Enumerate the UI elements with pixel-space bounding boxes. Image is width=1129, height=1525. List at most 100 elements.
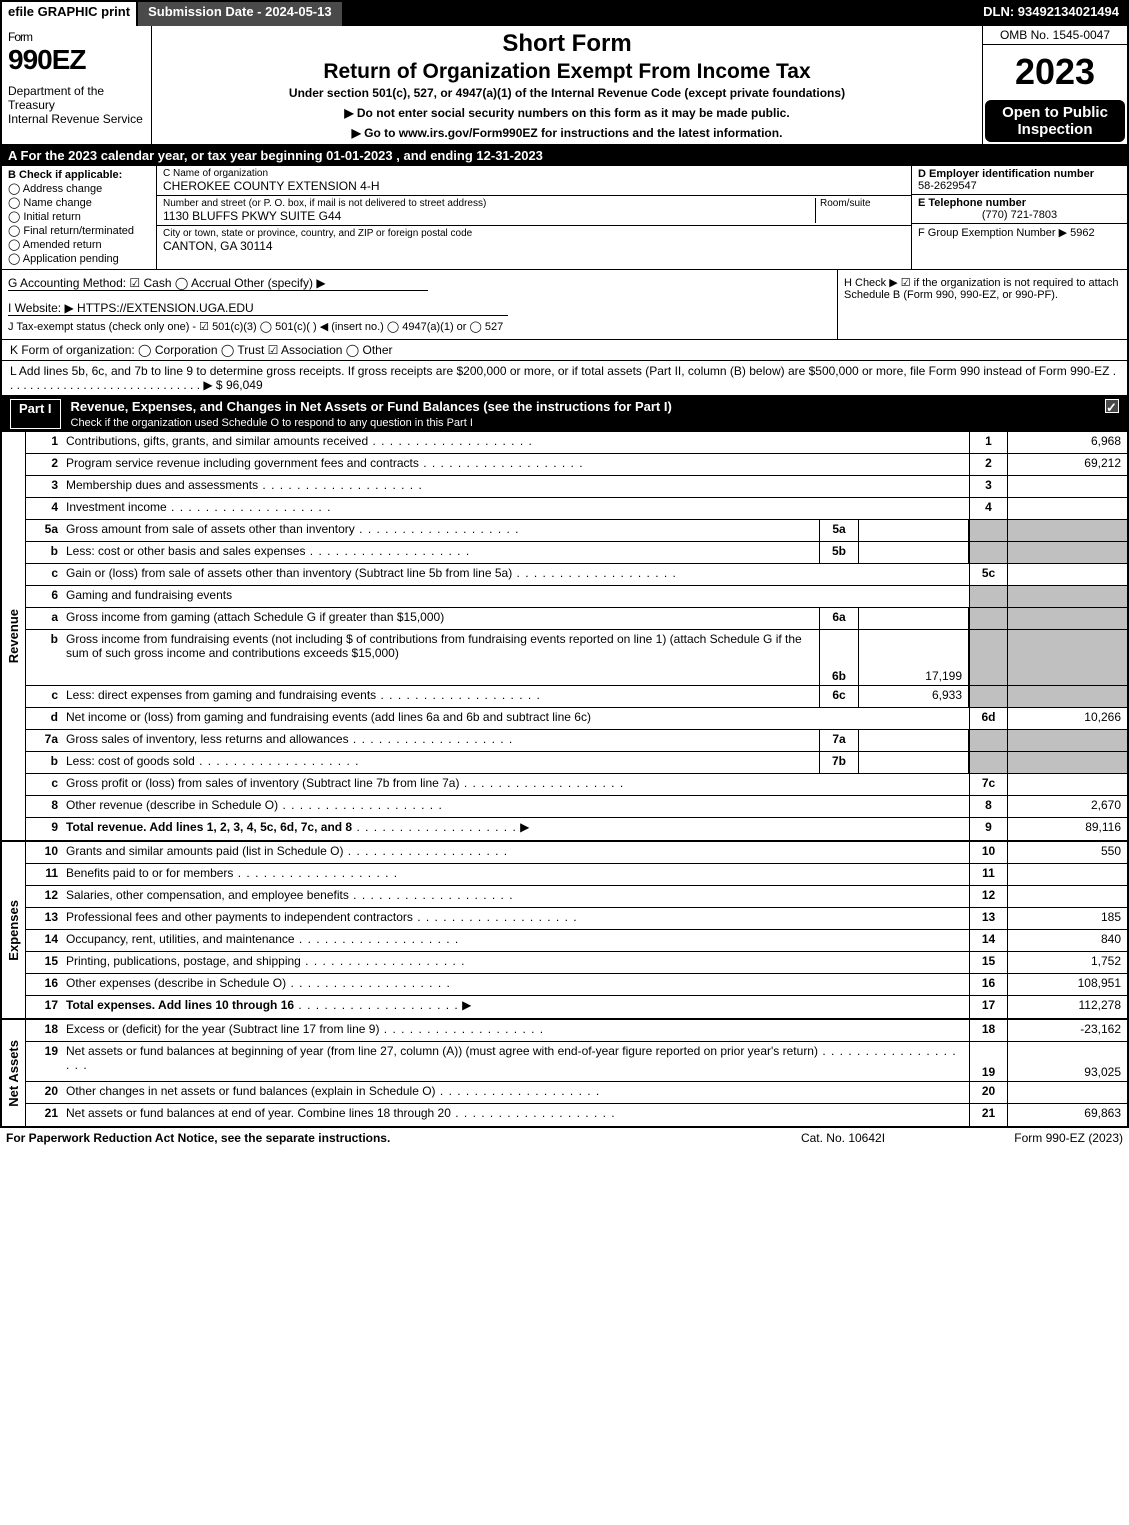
city-row: City or town, state or province, country… [157,226,911,255]
line-12: 12Salaries, other compensation, and empl… [26,886,1127,908]
col-def: D Employer identification number 58-2629… [912,166,1127,269]
line-15: 15Printing, publications, postage, and s… [26,952,1127,974]
row-k-org-form: K Form of organization: ◯ Corporation ◯ … [2,340,1127,361]
line-14: 14Occupancy, rent, utilities, and mainte… [26,930,1127,952]
line-6b-value: 17,199 [859,630,969,685]
section-bcdef: B Check if applicable: ◯ Address change … [2,166,1127,270]
line-16: 16Other expenses (describe in Schedule O… [26,974,1127,996]
header-left: Form 990EZ Department of the Treasury In… [2,26,152,144]
line-11: 11Benefits paid to or for members11 [26,864,1127,886]
g-accounting: G Accounting Method: ☑ Cash ◯ Accrual Ot… [2,270,837,339]
line-17: 17Total expenses. Add lines 10 through 1… [26,996,1127,1018]
line-13-value: 185 [1007,908,1127,929]
row-j-tax-status: J Tax-exempt status (check only one) - ☑… [8,320,831,333]
ein-row: D Employer identification number 58-2629… [912,166,1127,195]
line-17-value: 112,278 [1007,996,1127,1018]
line-5a: 5aGross amount from sale of assets other… [26,520,1127,542]
line-10-value: 550 [1007,842,1127,863]
chk-initial-return[interactable]: ◯ Initial return [8,210,150,223]
line-1-value: 6,968 [1007,432,1127,453]
dept-irs: Internal Revenue Service [8,112,145,126]
expenses-vlabel: Expenses [6,900,21,961]
line-20-value [1007,1082,1127,1103]
header-right: OMB No. 1545-0047 2023 Open to Public In… [982,26,1127,144]
line-7b: bLess: cost of goods sold7b [26,752,1127,774]
chk-final-return[interactable]: ◯ Final return/terminated [8,224,150,237]
line-18: 18Excess or (deficit) for the year (Subt… [26,1020,1127,1042]
line-6: 6Gaming and fundraising events [26,586,1127,608]
line-20: 20Other changes in net assets or fund ba… [26,1082,1127,1104]
netassets-section: Net Assets 18Excess or (deficit) for the… [2,1020,1127,1126]
row-l-gross-receipts: L Add lines 5b, 6c, and 7b to line 9 to … [2,361,1127,396]
footer-cat-no: Cat. No. 10642I [743,1131,943,1145]
line-6c: cLess: direct expenses from gaming and f… [26,686,1127,708]
ein-value: 58-2629547 [918,180,977,192]
part1-header: Part I Revenue, Expenses, and Changes in… [2,396,1127,432]
footer: For Paperwork Reduction Act Notice, see … [0,1128,1129,1148]
form-number: Form 990EZ [8,30,145,76]
chk-amended[interactable]: ◯ Amended return [8,238,150,251]
line-4: 4Investment income4 [26,498,1127,520]
efile-link[interactable]: efile GRAPHIC print [2,2,138,26]
chk-name-change[interactable]: ◯ Name change [8,196,150,209]
row-i-website: I Website: ▶ HTTPS://EXTENSION.UGA.EDU [8,301,831,316]
dln: DLN: 93492134021494 [975,2,1127,26]
top-bar: efile GRAPHIC print Submission Date - 20… [2,2,1127,26]
line-2-value: 69,212 [1007,454,1127,475]
footer-form-ref: Form 990-EZ (2023) [943,1131,1123,1145]
line-21: 21Net assets or fund balances at end of … [26,1104,1127,1126]
chk-address-change[interactable]: ◯ Address change [8,182,150,195]
tax-year: 2023 [983,45,1127,98]
line-13: 13Professional fees and other payments t… [26,908,1127,930]
line-12-value [1007,886,1127,907]
phone-row: E Telephone number (770) 721-7803 [912,195,1127,224]
line-1: 1Contributions, gifts, grants, and simil… [26,432,1127,454]
part1-label: Part I [10,399,61,429]
line-10: 10Grants and similar amounts paid (list … [26,842,1127,864]
street-row: Number and street (or P. O. box, if mail… [157,196,911,226]
omb-number: OMB No. 1545-0047 [983,26,1127,45]
revenue-section: Revenue 1Contributions, gifts, grants, a… [2,432,1127,842]
line-6c-value: 6,933 [859,686,969,707]
submission-date: Submission Date - 2024-05-13 [138,2,344,26]
line-19: 19Net assets or fund balances at beginni… [26,1042,1127,1082]
phone-value: (770) 721-7803 [918,209,1121,221]
footer-left: For Paperwork Reduction Act Notice, see … [6,1131,743,1145]
line-6d-value: 10,266 [1007,708,1127,729]
line-14-value: 840 [1007,930,1127,951]
col-c-org-info: C Name of organization CHEROKEE COUNTY E… [157,166,912,269]
line-2: 2Program service revenue including gover… [26,454,1127,476]
line-5c-value [1007,564,1127,585]
street-address: 1130 BLUFFS PKWY SUITE G44 [163,209,815,223]
line-7a: 7aGross sales of inventory, less returns… [26,730,1127,752]
line-9: 9Total revenue. Add lines 1, 2, 3, 4, 5c… [26,818,1127,840]
header-mid: Short Form Return of Organization Exempt… [152,26,982,144]
line-19-value: 93,025 [1007,1042,1127,1081]
org-name-row: C Name of organization CHEROKEE COUNTY E… [157,166,911,196]
line-6b: bGross income from fundraising events (n… [26,630,1127,686]
org-name: CHEROKEE COUNTY EXTENSION 4-H [163,179,905,193]
header: Form 990EZ Department of the Treasury In… [2,26,1127,145]
b-label: B Check if applicable: [8,169,150,181]
ssn-note: ▶ Do not enter social security numbers o… [160,106,974,120]
goto-link[interactable]: ▶ Go to www.irs.gov/Form990EZ for instru… [160,126,974,140]
group-exemption-row: F Group Exemption Number ▶ 5962 [912,224,1127,269]
form-subtitle: Under section 501(c), 527, or 4947(a)(1)… [160,86,974,100]
line-7c: cGross profit or (loss) from sales of in… [26,774,1127,796]
col-b-checkboxes: B Check if applicable: ◯ Address change … [2,166,157,269]
netassets-vlabel: Net Assets [6,1040,21,1107]
line-4-value [1007,498,1127,519]
line-3: 3Membership dues and assessments3 [26,476,1127,498]
h-schedule-b: H Check ▶ ☑ if the organization is not r… [837,270,1127,339]
line-9-value: 89,116 [1007,818,1127,840]
room-suite-label: Room/suite [820,198,905,209]
dept-treasury: Department of the Treasury [8,84,145,112]
part1-schedule-o-check[interactable]: ✓ [1105,399,1119,413]
chk-app-pending[interactable]: ◯ Application pending [8,252,150,265]
city-state-zip: CANTON, GA 30114 [163,239,905,253]
row-a-tax-year: A For the 2023 calendar year, or tax yea… [2,145,1127,166]
form-title: Return of Organization Exempt From Incom… [160,60,974,84]
line-6d: dNet income or (loss) from gaming and fu… [26,708,1127,730]
line-11-value [1007,864,1127,885]
line-8: 8Other revenue (describe in Schedule O)8… [26,796,1127,818]
